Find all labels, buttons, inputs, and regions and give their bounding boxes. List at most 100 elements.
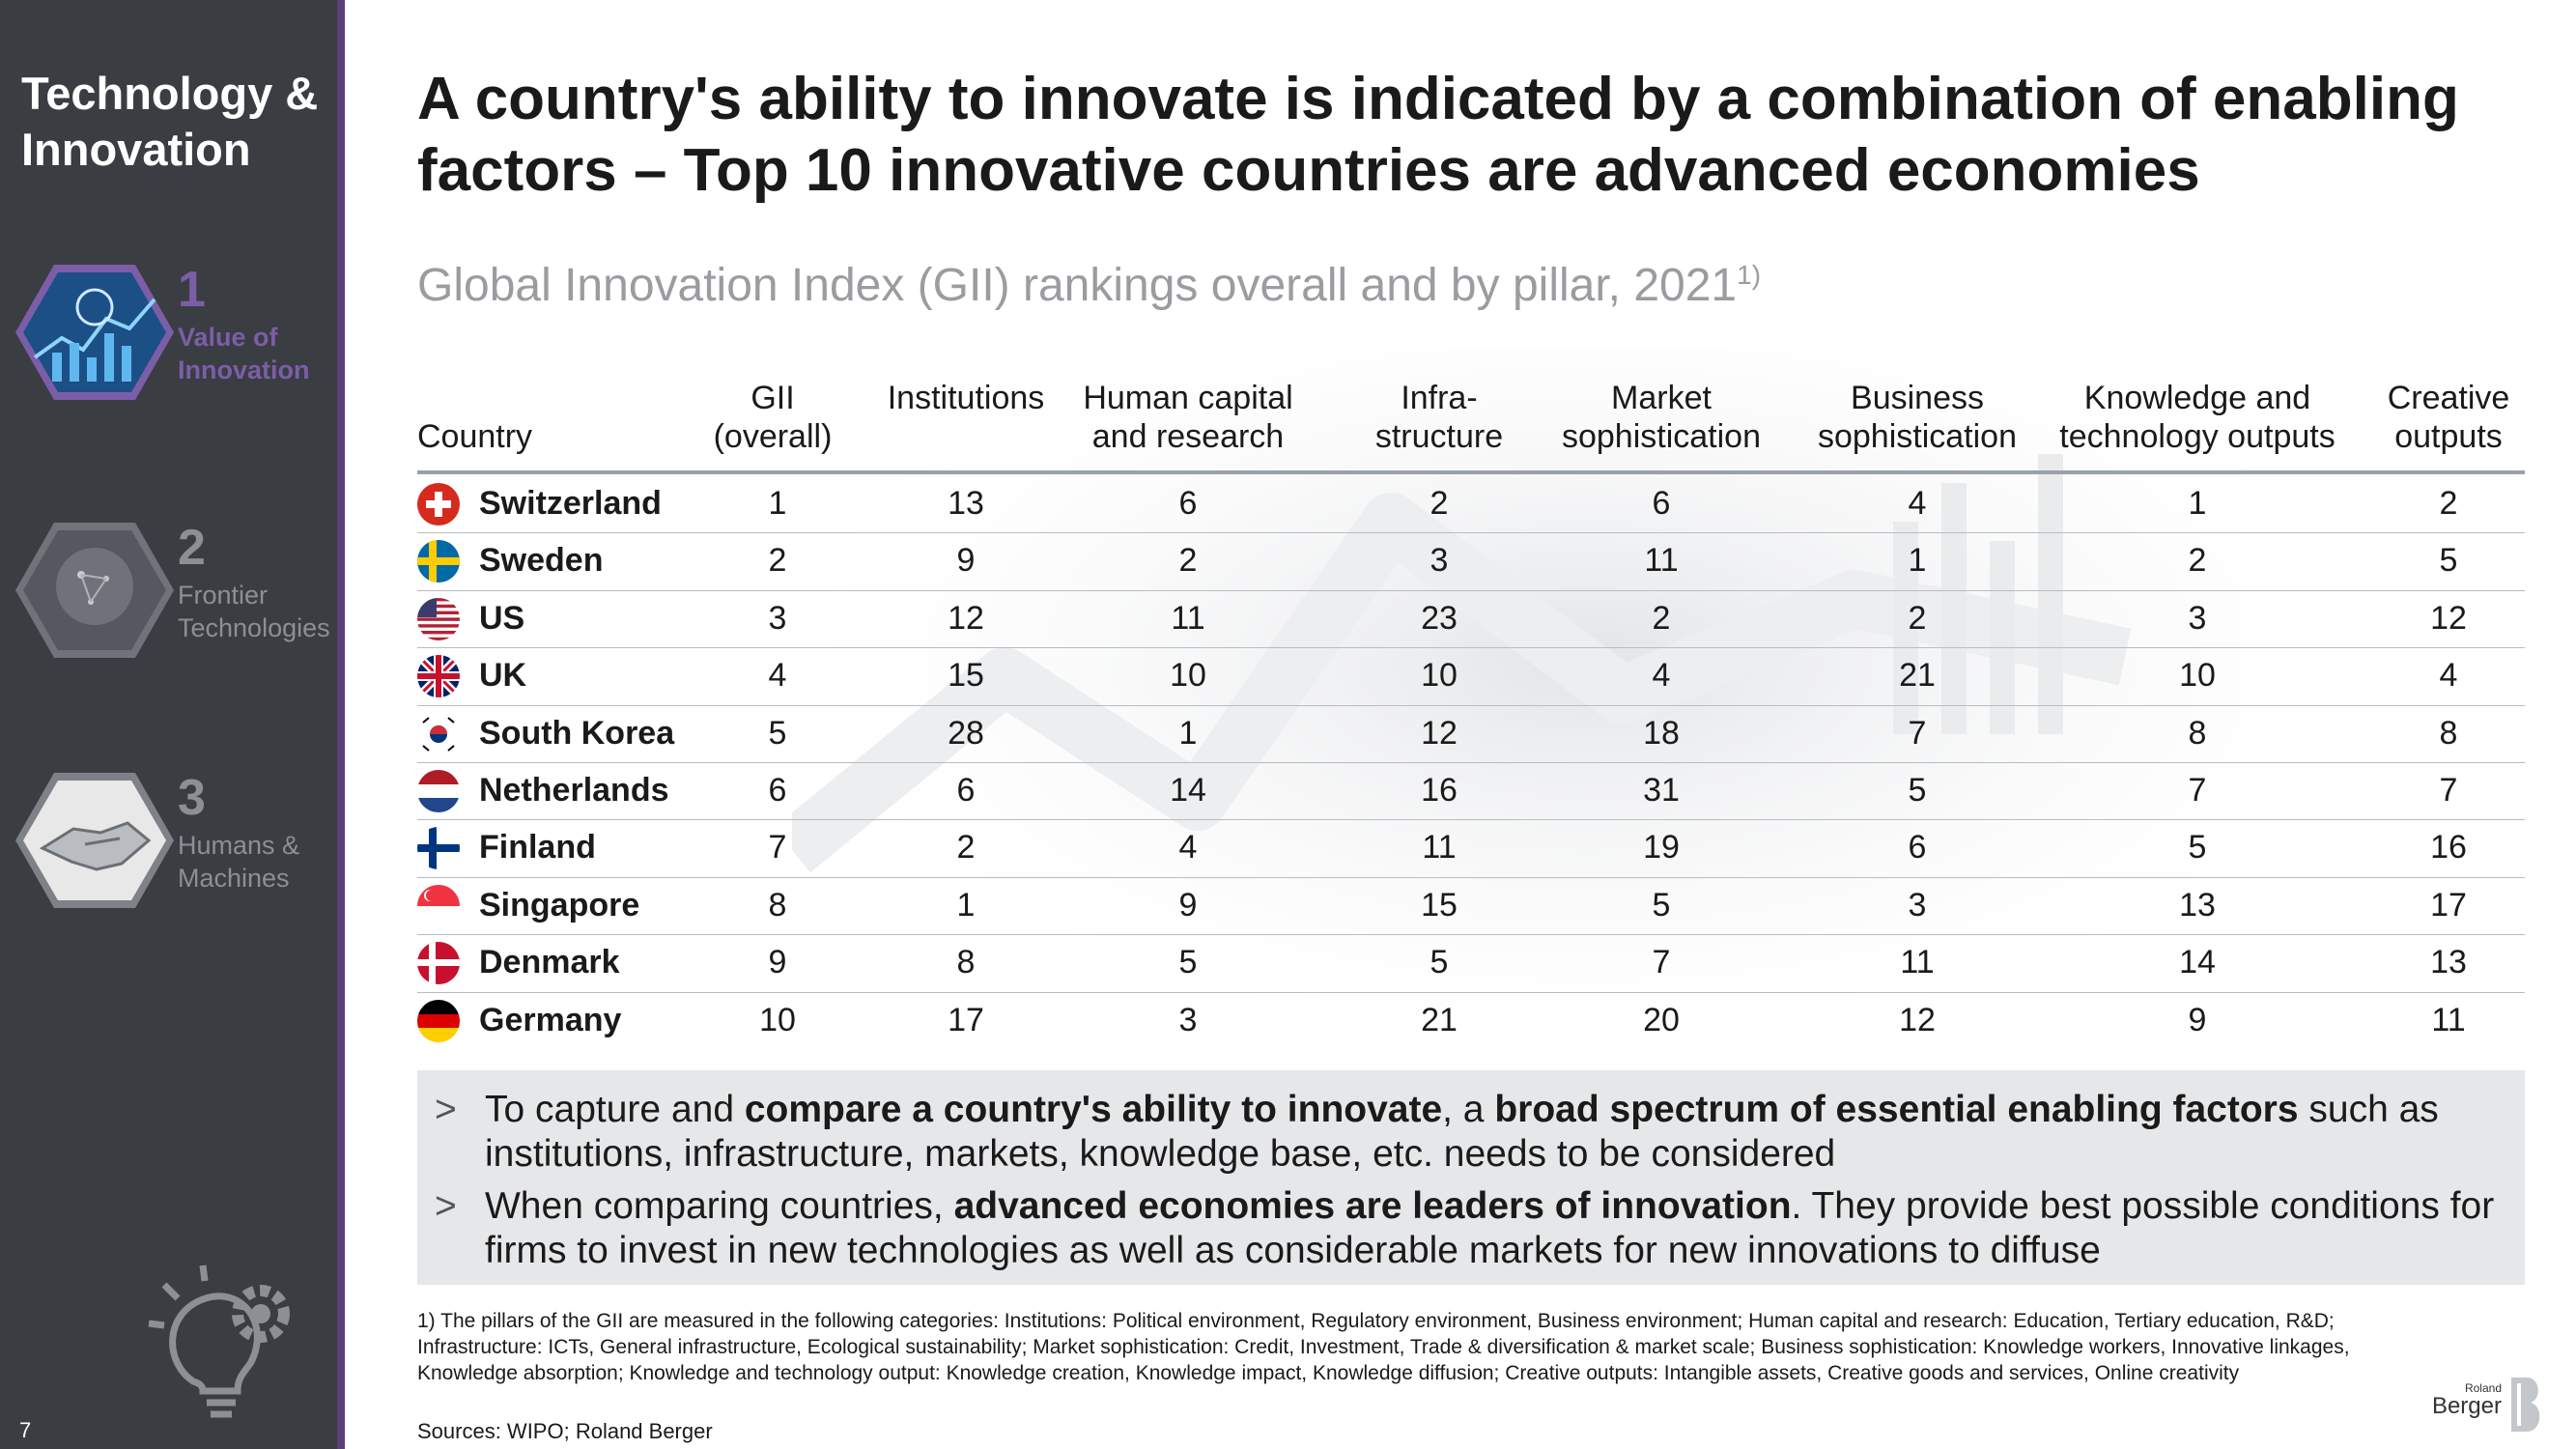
singapore-flag-icon [417,884,460,927]
rank-cell: 1 [1908,542,1927,580]
switzerland-flag-icon [417,483,460,526]
innovation-lightbulb-gear-icon [148,1264,290,1418]
rank-cell: 23 [1421,599,1458,637]
rank-cell: 4 [1652,657,1671,695]
key-takeaways-box: > To capture and compare a country's abi… [417,1070,2525,1285]
sidebar-accent-bar [337,0,345,1449]
bullet-marker: > [435,1089,457,1130]
country-name: Germany [479,1001,622,1038]
rank-cell: 17 [948,1001,984,1038]
logo-small-text: Roland [2464,1381,2502,1395]
nav-item-label: Humans & Machines [178,831,300,893]
table-row: Denmark 9 8 5 5 7 11 14 13 [417,934,2525,991]
country-name: Finland [479,829,596,867]
rank-cell: 2 [1908,599,1927,637]
table-row: UK 4 15 10 10 4 21 10 4 [417,647,2525,704]
rank-cell: 1 [2188,485,2207,522]
page-title: A country's ability to innovate is indic… [417,66,2459,204]
subtitle-text: Global Innovation Index (GII) rankings o… [417,260,1738,311]
rank-cell: 2 [2439,485,2458,522]
row-divider [417,762,2525,763]
row-divider [417,876,2525,878]
rank-cell: 14 [2179,944,2216,981]
rank-cell: 3 [2188,599,2207,637]
rank-cell: 2 [1178,542,1198,580]
rank-cell: 3 [1908,886,1927,923]
rank-cell: 7 [1908,714,1927,752]
handshake-hex-icon [15,773,174,908]
rank-cell: 8 [2188,714,2207,752]
column-header-business-sophistication: Business sophistication [1817,380,2017,455]
nav-item-value-of-innovation[interactable]: 1 Value of Innovation [14,261,342,406]
bullet-item: > To capture and compare a country's abi… [435,1089,2439,1175]
rank-cell: 4 [768,657,787,695]
rank-cell: 9 [2188,1001,2207,1038]
nav-item-number: 1 [178,262,206,318]
finland-flag-icon [417,827,460,870]
germany-flag-icon [417,999,460,1042]
rank-cell: 11 [2431,1001,2466,1038]
column-header-infrastructure: Infra-structure [1374,380,1504,455]
rank-cell: 16 [2430,829,2467,867]
row-divider [417,589,2525,591]
rank-cell: 19 [1643,829,1680,867]
rank-cell: 6 [1652,485,1671,522]
sidebar [0,0,345,1449]
page-number: 7 [19,1418,32,1442]
section-title: Technology & Innovation [21,68,319,175]
rank-cell: 4 [1908,485,1927,522]
column-header-country: Country [417,418,533,455]
rank-cell: 5 [1430,944,1449,981]
sweden-flag-icon [417,540,460,583]
nav-item-label: Value of Innovation [178,323,310,384]
country-name: Sweden [479,542,604,580]
rank-cell: 9 [956,542,976,580]
nav-item-humans-and-machines[interactable]: 3 Humans & Machines [14,769,342,914]
country-name: US [479,599,525,637]
rank-cell: 14 [1170,772,1206,809]
nav-item-number: 3 [178,770,206,826]
south-korea-flag-icon [417,712,460,755]
column-header-knowledge-outputs: Knowledge and technology outputs [2059,380,2335,455]
column-header-creative-outputs: Creative outputs [2387,380,2510,455]
rank-cell: 7 [768,829,787,867]
rank-cell: 10 [759,1001,796,1038]
column-header-market-sophistication: Market sophistication [1561,380,1761,455]
rank-cell: 13 [2179,886,2216,923]
table-row: Germany 10 17 3 21 20 12 9 11 [417,992,2525,1049]
rank-cell: 6 [768,772,787,809]
denmark-flag-icon [417,942,460,985]
column-header-gii: GII (overall) [713,380,833,455]
rank-cell: 4 [1178,829,1198,867]
rank-cell: 12 [1899,1001,1936,1038]
row-divider [417,819,2525,821]
logo-b-mark-icon [2511,1378,2540,1432]
row-divider [417,532,2525,534]
rank-cell: 15 [948,657,984,695]
rank-cell: 2 [1652,599,1671,637]
nav-item-number: 2 [178,520,206,576]
rank-cell: 2 [768,542,787,580]
rank-cell: 28 [948,714,984,752]
bullet-item: > When comparing countries, advanced eco… [435,1185,2495,1271]
table-row: Singapore 8 1 9 15 5 3 13 17 [417,877,2525,934]
rank-cell: 11 [1900,944,1935,981]
column-header-human-capital: Human capital and research [1083,380,1293,455]
rank-cell: 10 [2179,657,2216,695]
rank-cell: 11 [1171,599,1205,637]
rank-cell: 10 [1170,657,1206,695]
netherlands-flag-icon [417,770,460,812]
roland-berger-logo: Roland Berger [2405,1372,2550,1439]
rank-cell: 7 [2439,772,2458,809]
rank-cell: 6 [1178,485,1198,522]
rank-cell: 3 [768,599,787,637]
country-name: Netherlands [479,772,669,809]
rank-cell: 8 [956,944,976,981]
nav-item-frontier-technologies[interactable]: 2 Frontier Technologies [14,519,342,664]
row-divider [417,991,2525,993]
footnote: 1) The pillars of the GII are measured i… [417,1310,2350,1384]
rank-cell: 17 [2430,886,2467,923]
background-market-chart-decoration [792,348,2241,1043]
rank-cell: 6 [956,772,976,809]
country-name: Singapore [479,886,640,923]
